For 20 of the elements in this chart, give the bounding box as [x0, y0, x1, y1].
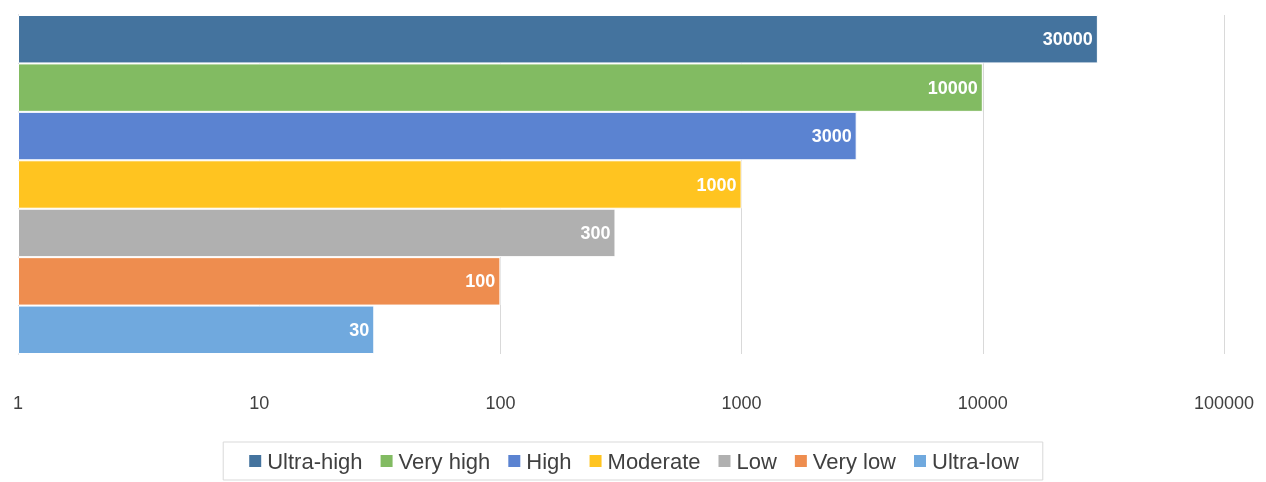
data-label: 30 — [349, 319, 370, 340]
legend-label: High — [526, 448, 572, 474]
legend-label: Very low — [812, 448, 897, 474]
x-tick-label: 1000 — [721, 393, 762, 413]
data-label: 30000 — [1042, 29, 1093, 50]
x-tick-label: 1 — [12, 393, 24, 413]
legend-label: Ultra-high — [267, 448, 363, 474]
data-label: 1000 — [696, 174, 737, 195]
legend-label: Moderate — [607, 448, 701, 474]
x-tick-label: 100000 — [1193, 393, 1255, 413]
data-label: 300 — [580, 222, 611, 243]
data-label: 10000 — [927, 77, 978, 98]
data-label: 3000 — [811, 126, 852, 147]
legend-label: Very high — [398, 448, 491, 474]
x-tick-label: 10 — [249, 393, 270, 413]
x-tick-label: 100 — [485, 393, 516, 413]
x-tick-label: 10000 — [957, 393, 1008, 413]
legend-label: Ultra-low — [932, 448, 1019, 474]
data-label: 100 — [465, 271, 496, 292]
legend-label: Low — [736, 448, 777, 474]
